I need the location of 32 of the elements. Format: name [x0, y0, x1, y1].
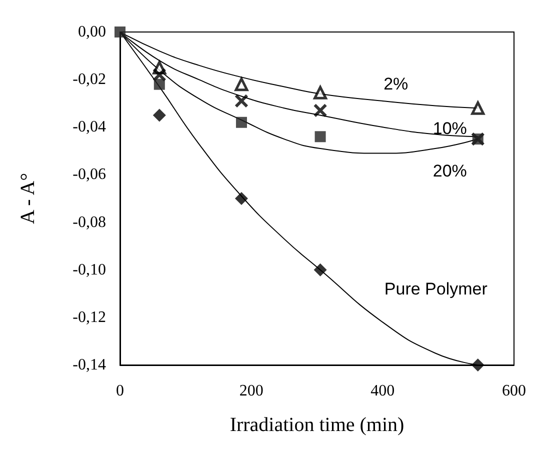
y-tick-label: -0,10: [72, 261, 106, 278]
y-tick-label: -0,08: [72, 214, 106, 231]
point: [152, 108, 166, 122]
point: [236, 116, 247, 128]
y-axis-title: A - A°: [17, 172, 39, 224]
y-tick-label: -0,02: [72, 71, 106, 88]
x-tick-label: 0: [116, 382, 124, 400]
point: [314, 131, 326, 142]
series-label: Pure Polymer: [384, 280, 488, 298]
x-axis-title: Irradiation time (min): [230, 414, 404, 436]
y-tick-label: -0,12: [72, 308, 106, 326]
series-label: 20%: [432, 162, 467, 181]
y-tick-label: -0,14: [72, 356, 106, 374]
point: [154, 78, 165, 90]
point: [471, 101, 485, 115]
point: [313, 103, 328, 118]
x-tick-label: 200: [239, 382, 264, 400]
point: [234, 78, 248, 92]
point: [314, 263, 327, 276]
x-tick-label: 600: [502, 382, 526, 400]
series-label: 2%: [384, 74, 408, 94]
point: [152, 68, 166, 82]
point: [471, 358, 484, 372]
y-tick-label: -0,06: [72, 166, 106, 184]
series-label: 10%: [432, 119, 467, 138]
x-tick-label: 400: [370, 382, 395, 400]
y-tick-label: 0,00: [78, 24, 106, 40]
point: [314, 86, 328, 100]
y-tick-label: -0,04: [72, 118, 106, 136]
point: [234, 94, 248, 108]
point: [234, 192, 248, 205]
point: [114, 26, 126, 38]
